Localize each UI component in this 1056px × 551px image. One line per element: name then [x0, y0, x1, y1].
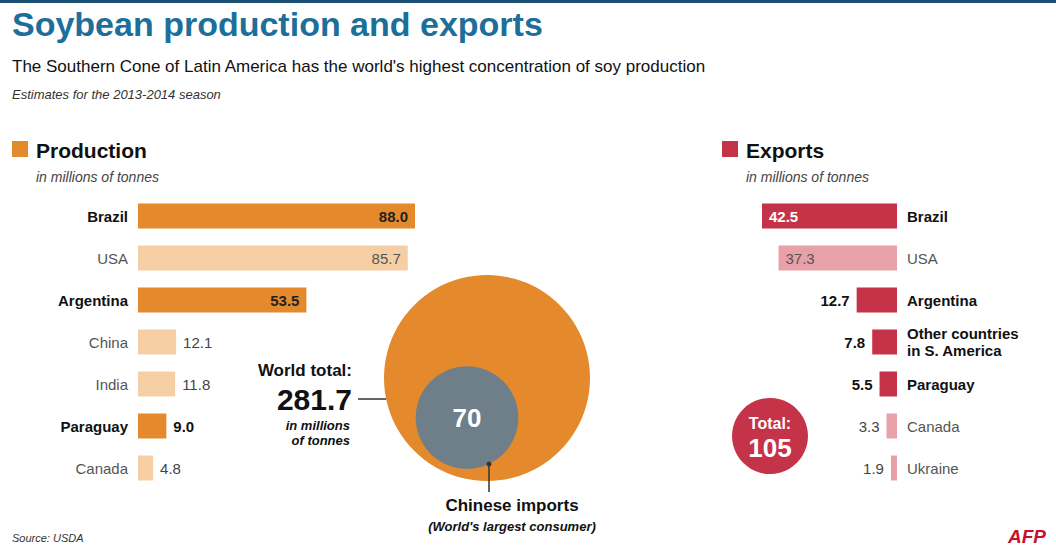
svg-text:Source: USDA: Source: USDA — [12, 532, 84, 544]
svg-text:53.5: 53.5 — [270, 292, 299, 309]
svg-text:Ukraine: Ukraine — [907, 460, 959, 477]
svg-text:11.8: 11.8 — [182, 376, 210, 393]
svg-text:Argentina: Argentina — [58, 292, 129, 309]
svg-text:Paraguay: Paraguay — [907, 376, 975, 393]
svg-text:1.9: 1.9 — [863, 460, 884, 477]
svg-text:85.7: 85.7 — [372, 250, 401, 267]
svg-text:70: 70 — [453, 403, 482, 433]
svg-text:Production: Production — [36, 139, 147, 162]
svg-text:42.5: 42.5 — [769, 208, 798, 225]
svg-text:Estimates for the 2013-2014 se: Estimates for the 2013-2014 season — [12, 87, 221, 102]
svg-text:4.8: 4.8 — [160, 460, 181, 477]
svg-text:88.0: 88.0 — [379, 208, 408, 225]
svg-text:in millions of tonnes: in millions of tonnes — [36, 169, 159, 185]
svg-text:Canada: Canada — [907, 418, 960, 435]
svg-text:12.1: 12.1 — [183, 334, 212, 351]
svg-text:China: China — [89, 334, 129, 351]
svg-text:India: India — [95, 376, 128, 393]
svg-text:Brazil: Brazil — [87, 208, 128, 225]
svg-text:7.8: 7.8 — [844, 334, 865, 351]
svg-text:(World's largest consumer): (World's largest consumer) — [428, 519, 596, 534]
svg-text:The Southern Cone of Latin Ame: The Southern Cone of Latin America has t… — [12, 57, 705, 76]
svg-text:37.3: 37.3 — [786, 250, 815, 267]
svg-text:USA: USA — [97, 250, 128, 267]
svg-text:Canada: Canada — [75, 460, 128, 477]
svg-text:USA: USA — [907, 250, 938, 267]
svg-text:Paraguay: Paraguay — [60, 418, 128, 435]
svg-text:Brazil: Brazil — [907, 208, 948, 225]
svg-text:Soybean production and exports: Soybean production and exports — [12, 5, 543, 43]
svg-text:World total:: World total: — [258, 361, 352, 380]
svg-text:in millions: in millions — [286, 418, 350, 433]
svg-text:Other countries: Other countries — [907, 325, 1019, 342]
svg-text:9.0: 9.0 — [173, 418, 194, 435]
svg-text:281.7: 281.7 — [277, 383, 352, 416]
svg-text:Exports: Exports — [746, 139, 824, 162]
svg-text:Argentina: Argentina — [907, 292, 978, 309]
svg-text:of tonnes: of tonnes — [292, 433, 351, 448]
svg-text:12.7: 12.7 — [820, 292, 849, 309]
svg-text:105: 105 — [748, 433, 791, 463]
svg-text:Total:: Total: — [749, 415, 791, 432]
svg-text:3.3: 3.3 — [859, 418, 880, 435]
svg-text:in millions of tonnes: in millions of tonnes — [746, 169, 869, 185]
svg-text:AFP: AFP — [1007, 526, 1046, 547]
svg-text:Chinese imports: Chinese imports — [445, 496, 578, 515]
svg-text:in S. America: in S. America — [907, 342, 1002, 359]
svg-text:5.5: 5.5 — [852, 376, 873, 393]
